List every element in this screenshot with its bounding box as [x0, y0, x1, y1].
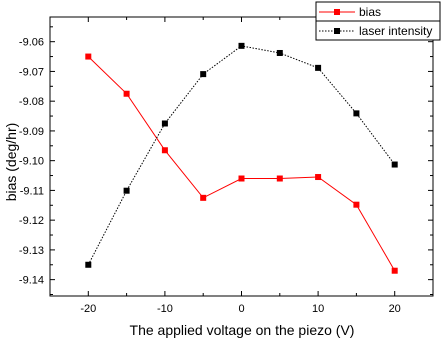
data-point [276, 49, 283, 56]
data-point [85, 261, 92, 268]
y-tick-label: -9.12 [19, 215, 44, 227]
data-point [123, 187, 130, 194]
data-point [161, 147, 168, 154]
data-point [200, 71, 207, 78]
plot-frame [49, 16, 434, 297]
y-tick-label: -9.14 [19, 275, 44, 287]
x-axis: -20 -10 0 10 20 [80, 17, 401, 315]
data-point [123, 90, 130, 97]
y-tick-label: -9.08 [19, 96, 44, 108]
y-tick-label: -9.06 [19, 37, 44, 49]
x-tick-label: -20 [80, 303, 96, 315]
series-line-1 [87, 45, 396, 266]
x-tick-label: 10 [312, 303, 324, 315]
y-tick-label: -9.11 [20, 185, 44, 197]
y-axis-label: bias (deg/hr) [3, 123, 19, 202]
data-point [238, 175, 245, 182]
data-point [276, 175, 283, 182]
x-axis-label: The applied voltage on the piezo (V) [130, 322, 355, 338]
data-point [353, 110, 360, 117]
legend-label: bias [359, 5, 381, 19]
x-tick-label: -10 [157, 303, 173, 315]
data-point [85, 53, 92, 60]
series-layer [85, 42, 398, 274]
y-tick-label: -9.07 [19, 66, 44, 78]
data-point [391, 267, 398, 274]
legend-marker [334, 28, 340, 34]
plot-area [49, 16, 434, 297]
data-point [200, 194, 207, 201]
series-line-0 [87, 56, 396, 271]
data-point [238, 42, 245, 49]
x-tick-label: 20 [389, 303, 401, 315]
y-tick-label: -9.09 [19, 126, 44, 138]
data-point [161, 120, 168, 127]
data-point [391, 161, 398, 168]
y-tick-label: -9.10 [19, 156, 44, 168]
data-point [315, 64, 322, 71]
legend-label: laser intensity [359, 24, 432, 38]
x-tick-label: 0 [238, 303, 244, 315]
legend-marker [334, 9, 340, 15]
y-axis: -9.06 -9.07 -9.08 -9.09 -9.10 -9.11 -9.12 -9.13… [19, 26, 433, 296]
data-point [353, 201, 360, 208]
data-point [315, 174, 322, 181]
y-tick-label: -9.13 [19, 245, 44, 257]
legend: bias laser intensity [315, 1, 441, 41]
